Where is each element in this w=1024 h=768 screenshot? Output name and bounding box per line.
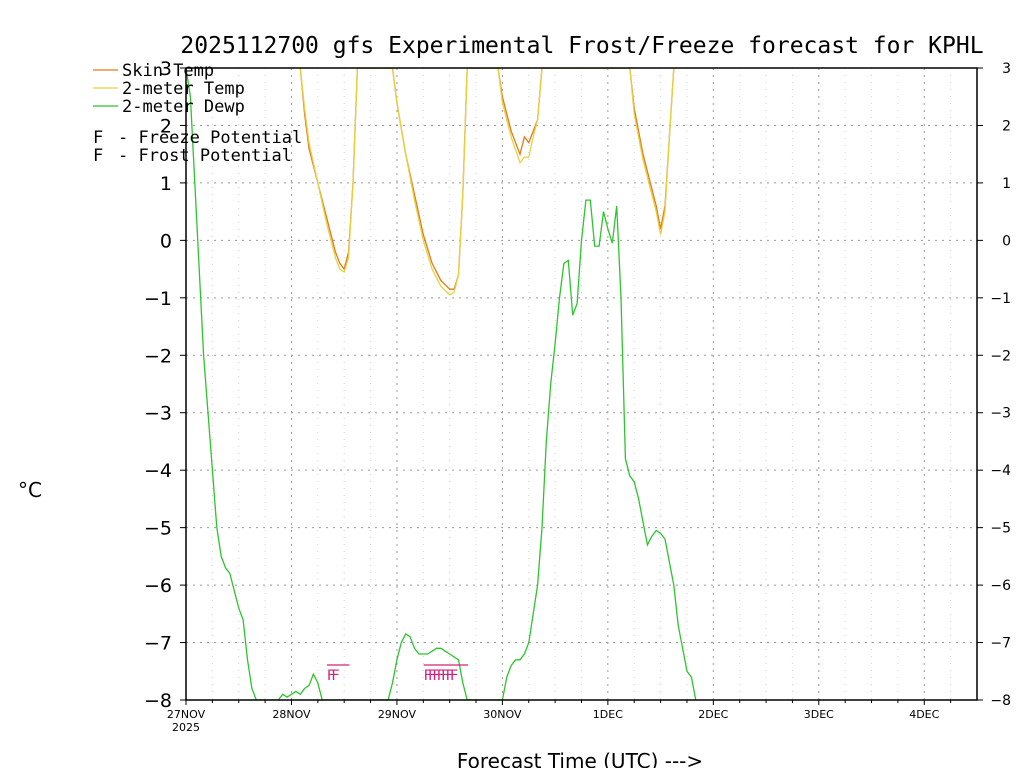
grid-lines [186, 68, 977, 700]
y-tick-label-left: −8 [144, 690, 172, 712]
y-tick-label-right: −6 [990, 578, 1011, 594]
freeze-marker: F [445, 668, 453, 684]
y-tick-label-right: −3 [990, 406, 1011, 422]
x-tick-label: 4DEC [909, 708, 939, 721]
y-tick-label-right: −7 [990, 636, 1011, 652]
x-tick-label: 2DEC [698, 708, 728, 721]
x-tick-sublabel: 2025 [172, 721, 200, 734]
freeze-marker: F [450, 668, 458, 684]
series-2-meter-temp [299, 68, 675, 296]
series-2-meter-dewp [186, 68, 697, 700]
series-group [186, 68, 697, 700]
y-tick-label-right: −2 [990, 348, 1011, 364]
y-axis-ticks: 3 3 2 2 1 1 0 0 −1 −1 −2 −2 −3 −3 −4 −4 −5 −5 −6 −6 −7 −7 −8 −8 [144, 58, 1011, 712]
y-tick-label-right: −4 [990, 463, 1011, 479]
x-axis-label: Forecast Time (UTC) ---> [457, 749, 703, 768]
y-tick-label-right: −1 [990, 291, 1011, 307]
y-tick-label-left: −7 [144, 633, 172, 655]
x-tick-label: 3DEC [804, 708, 834, 721]
x-tick-label: 30NOV [483, 708, 522, 721]
freeze-marker: F [428, 668, 436, 684]
freeze-marker: F [327, 668, 335, 684]
y-tick-label-right: −8 [990, 693, 1011, 709]
y-tick-label-left: 1 [160, 173, 172, 195]
freeze-marker: F [331, 668, 339, 684]
y-tick-label-left: −4 [144, 460, 172, 482]
legend-label: 2-meter Temp [122, 79, 245, 99]
y-tick-label-left: −2 [144, 345, 172, 367]
y-tick-label-right: 2 [1002, 118, 1011, 134]
x-tick-label: 29NOV [378, 708, 417, 721]
y-tick-label-left: 3 [160, 58, 172, 80]
y-tick-label-left: 0 [160, 230, 172, 252]
y-tick-label-right: 1 [1002, 176, 1011, 192]
legend-freeze-label: - Freeze Potential [118, 128, 302, 148]
x-tick-label: 27NOV [167, 708, 206, 721]
y-tick-label-left: 2 [160, 115, 172, 137]
y-tick-label-right: 0 [1002, 233, 1011, 249]
freeze-marker: F [437, 668, 445, 684]
legend-frost-label: - Frost Potential [118, 146, 292, 166]
freeze-marker: F [423, 668, 431, 684]
legend-freeze-symbol: F [93, 128, 103, 148]
legend-label: 2-meter Dewp [122, 97, 245, 117]
freeze-marker: F [432, 668, 440, 684]
y-tick-label-left: −5 [144, 518, 172, 540]
legend-frost-symbol: F [93, 146, 103, 166]
y-axis-label: °C [18, 478, 42, 502]
chart-title: 2025112700 gfs Experimental Frost/Freeze… [180, 33, 983, 59]
x-tick-label: 28NOV [272, 708, 311, 721]
legend-label: Skin Temp [122, 61, 214, 81]
y-tick-label-left: −1 [144, 288, 172, 310]
y-tick-label-left: −3 [144, 403, 172, 425]
y-tick-label-left: −6 [144, 575, 172, 597]
freeze-marker: F [441, 668, 449, 684]
y-tick-label-right: −5 [990, 521, 1011, 537]
y-tick-label-right: 3 [1002, 61, 1011, 77]
x-tick-label: 1DEC [593, 708, 623, 721]
